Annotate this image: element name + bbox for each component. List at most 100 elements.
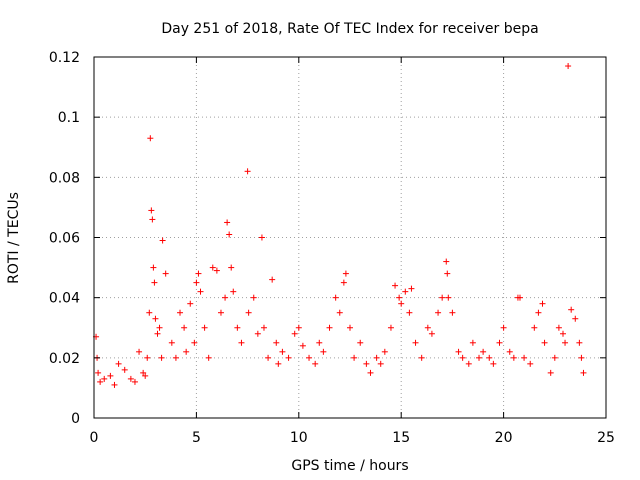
data-point (490, 360, 497, 367)
data-point (459, 354, 466, 361)
data-point (568, 306, 575, 313)
data-point (159, 237, 166, 244)
data-point (258, 234, 265, 241)
y-tick-label: 0.02 (49, 351, 80, 367)
data-point (101, 375, 108, 382)
y-axis-ticks: 0 0.02 0.04 0.06 0.08 0.1 0.12 (49, 50, 606, 427)
data-point (217, 309, 224, 316)
data-point (424, 324, 431, 331)
data-point (580, 369, 587, 376)
data-point (226, 231, 233, 238)
data-point (363, 360, 370, 367)
x-axis-label: GPS time / hours (291, 458, 408, 474)
data-point (205, 354, 212, 361)
data-point (578, 354, 585, 361)
data-point (367, 369, 374, 376)
x-tick-label: 25 (597, 430, 615, 446)
grid-lines (94, 57, 606, 418)
data-point (140, 369, 147, 376)
data-point (187, 300, 194, 307)
data-point (95, 369, 102, 376)
data-point (312, 360, 319, 367)
data-point (521, 354, 528, 361)
data-point (500, 324, 507, 331)
data-point (572, 315, 579, 322)
data-point (172, 354, 179, 361)
y-tick-label: 0 (71, 411, 80, 427)
data-point (244, 168, 251, 175)
data-point (398, 300, 405, 307)
data-point (144, 354, 151, 361)
data-point (439, 294, 446, 301)
data-point (181, 324, 188, 331)
x-tick-label: 20 (495, 430, 513, 446)
chart-title: Day 251 of 2018, Rate Of TEC Index for r… (161, 21, 538, 37)
data-point (551, 354, 558, 361)
data-point (162, 270, 169, 277)
data-point (275, 360, 282, 367)
data-point (265, 354, 272, 361)
x-tick-label: 0 (90, 430, 99, 446)
data-point (142, 372, 149, 379)
data-point (197, 288, 204, 295)
data-point (449, 309, 456, 316)
data-point (228, 264, 235, 271)
data-point (224, 219, 231, 226)
data-point (260, 324, 267, 331)
data-point (357, 339, 364, 346)
y-tick-label: 0.1 (58, 110, 80, 126)
data-point (408, 285, 415, 292)
data-point (291, 330, 298, 337)
data-point (299, 342, 306, 349)
data-point (269, 276, 276, 283)
data-point (285, 354, 292, 361)
y-tick-label: 0.04 (49, 291, 80, 307)
data-point (195, 270, 202, 277)
data-point (326, 324, 333, 331)
data-point (428, 330, 435, 337)
data-point (158, 354, 165, 361)
data-point (201, 324, 208, 331)
data-point (273, 339, 280, 346)
data-point (576, 339, 583, 346)
data-point (148, 207, 155, 214)
data-point (97, 378, 104, 385)
data-point (480, 348, 487, 355)
data-point (336, 309, 343, 316)
data-point (136, 348, 143, 355)
data-point (559, 330, 566, 337)
x-tick-label: 15 (392, 430, 410, 446)
data-point (506, 348, 513, 355)
data-point (381, 348, 388, 355)
data-point (342, 270, 349, 277)
data-point (238, 339, 245, 346)
data-point (193, 279, 200, 286)
data-point (154, 330, 161, 337)
data-point (156, 324, 163, 331)
data-point (107, 372, 114, 379)
data-point (412, 339, 419, 346)
x-tick-label: 10 (290, 430, 308, 446)
y-axis-label: ROTI / TECUs (6, 192, 22, 284)
data-point (387, 324, 394, 331)
data-point (469, 339, 476, 346)
data-point (213, 267, 220, 274)
data-point (254, 330, 261, 337)
data-point (402, 288, 409, 295)
data-point (146, 309, 153, 316)
data-point (418, 354, 425, 361)
data-point (234, 324, 241, 331)
data-points (93, 63, 587, 388)
data-point (316, 339, 323, 346)
data-point (149, 216, 156, 223)
data-point (230, 288, 237, 295)
data-point (396, 294, 403, 301)
data-point (168, 339, 175, 346)
data-point (476, 354, 483, 361)
data-point (245, 309, 252, 316)
data-point (535, 309, 542, 316)
data-point (121, 366, 128, 373)
data-point (295, 324, 302, 331)
data-point (373, 354, 380, 361)
